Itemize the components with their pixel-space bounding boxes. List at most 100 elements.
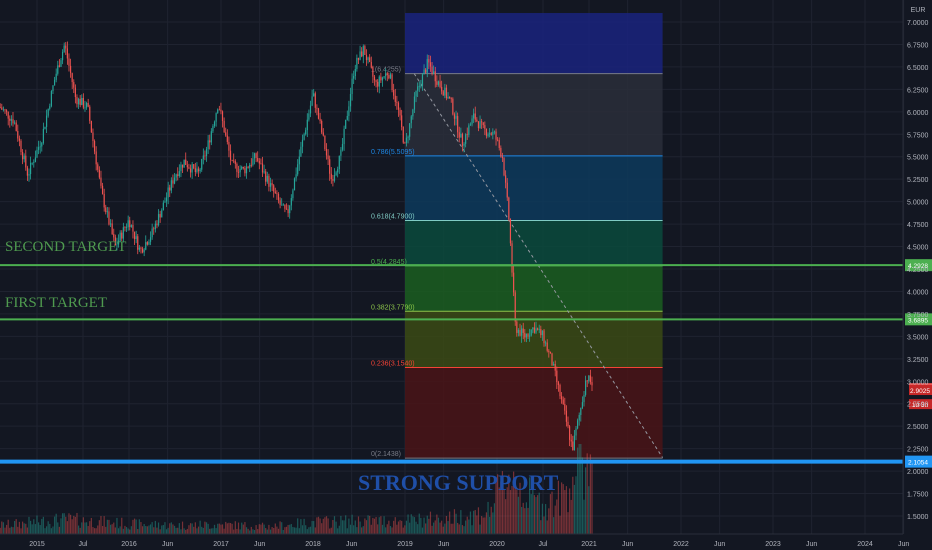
- volume-bar: [324, 517, 326, 534]
- candle-body: [388, 75, 390, 79]
- first-target-label: FIRST TARGET: [5, 295, 108, 311]
- volume-bar: [396, 524, 398, 534]
- candle-body: [305, 130, 307, 135]
- candle-body: [215, 113, 217, 122]
- volume-bar: [378, 517, 380, 534]
- volume-bar: [249, 530, 251, 534]
- candle-body: [137, 236, 139, 250]
- volume-bar: [511, 485, 513, 534]
- price-tick-label: 2.7500: [907, 402, 929, 409]
- volume-bar: [578, 444, 580, 534]
- volume-bar: [365, 520, 368, 534]
- candle-body: [497, 139, 499, 141]
- volume-bar: [60, 518, 62, 534]
- volume-bar: [418, 513, 420, 534]
- candle-body: [477, 121, 480, 129]
- candle-body: [180, 164, 182, 172]
- candle-body: [217, 109, 219, 114]
- volume-bar: [239, 529, 241, 534]
- candle-body: [453, 114, 456, 119]
- candle-body: [513, 272, 515, 293]
- volume-bar: [370, 524, 372, 534]
- candle-body: [241, 166, 243, 170]
- volume-bar: [45, 526, 48, 534]
- time-tick-label: 2018: [305, 541, 321, 548]
- volume-bar: [250, 526, 252, 534]
- volume-bar: [572, 476, 574, 534]
- candle-body: [543, 330, 545, 344]
- volume-bar: [273, 527, 275, 534]
- price-tick-label: 5.7500: [907, 132, 929, 139]
- fib-level-label: 0.5(4.2845): [371, 259, 407, 266]
- candle-body: [409, 123, 411, 137]
- volume-bar: [565, 486, 568, 534]
- candle-body: [525, 334, 528, 338]
- candle-body: [55, 73, 57, 80]
- candle-body: [0, 107, 1, 109]
- candle-body: [12, 119, 14, 124]
- volume-bar: [255, 525, 257, 534]
- volume-bar: [549, 494, 552, 534]
- candle-body: [562, 399, 564, 405]
- candle-body: [573, 435, 576, 451]
- candle-body: [178, 171, 180, 177]
- fib-band: [405, 311, 663, 368]
- candle-body: [588, 375, 590, 382]
- candle-body: [537, 328, 539, 330]
- current-price-text: 2.9025: [910, 388, 930, 395]
- candle-body: [433, 71, 435, 74]
- candle-body: [140, 247, 142, 249]
- candle-body: [393, 90, 395, 96]
- candle-body: [381, 77, 384, 81]
- candle-body: [383, 76, 385, 78]
- candle-body: [361, 51, 363, 57]
- candle-body: [175, 174, 177, 178]
- volume-bar: [218, 523, 220, 534]
- volume-bar: [212, 528, 214, 534]
- strong-support-label: STRONG SUPPORT: [358, 470, 559, 495]
- fib-level-label: 0.786(5.5095): [371, 149, 415, 156]
- candle-body: [199, 169, 201, 172]
- candle-body: [293, 178, 296, 191]
- candle-body: [415, 90, 417, 97]
- volume-bar: [389, 526, 392, 534]
- candle-body: [117, 240, 120, 245]
- volume-bar: [121, 517, 123, 534]
- candle-body: [314, 93, 316, 108]
- time-axis[interactable]: 2015 Jul 2016 Jun 2017 Jun 2018 Jun 2019 Jun 2020 J…: [0, 533, 909, 548]
- volume-bar: [282, 530, 284, 534]
- candle-body: [165, 197, 168, 202]
- candle-body: [49, 106, 51, 109]
- candle-body: [10, 119, 12, 121]
- volume-bar: [372, 517, 374, 534]
- candle-body: [548, 350, 550, 352]
- volume-bar: [434, 520, 436, 534]
- horizontal-levels[interactable]: 4.2928 3.6895 2.1054: [0, 259, 932, 468]
- volume-bar: [317, 516, 320, 534]
- candle-body: [285, 208, 288, 210]
- volume-bar: [546, 520, 548, 534]
- volume-bar: [333, 516, 336, 534]
- volume-bar: [332, 520, 334, 534]
- candle-body: [121, 232, 123, 239]
- candle-body: [426, 59, 428, 73]
- candle-body: [591, 382, 593, 386]
- time-tick-label: 2017: [213, 541, 229, 548]
- fibonacci-retracement[interactable]: 1(6.4255)0.786(5.5095)0.618(4.7900)0.5(4…: [371, 13, 664, 459]
- volume-bar: [385, 527, 387, 534]
- volume-bar: [335, 521, 337, 534]
- volume-bar: [487, 501, 489, 534]
- fib-band: [405, 13, 663, 74]
- candle-body: [135, 236, 137, 240]
- level-price-tag: [905, 313, 932, 326]
- volume-bar: [191, 523, 193, 534]
- candle-body: [450, 98, 452, 100]
- candle-body: [375, 80, 377, 82]
- candle-body: [61, 52, 64, 61]
- candle-body: [20, 140, 22, 153]
- volume-bar: [425, 523, 427, 534]
- volume-bar: [2, 522, 4, 534]
- candle-body: [508, 197, 510, 220]
